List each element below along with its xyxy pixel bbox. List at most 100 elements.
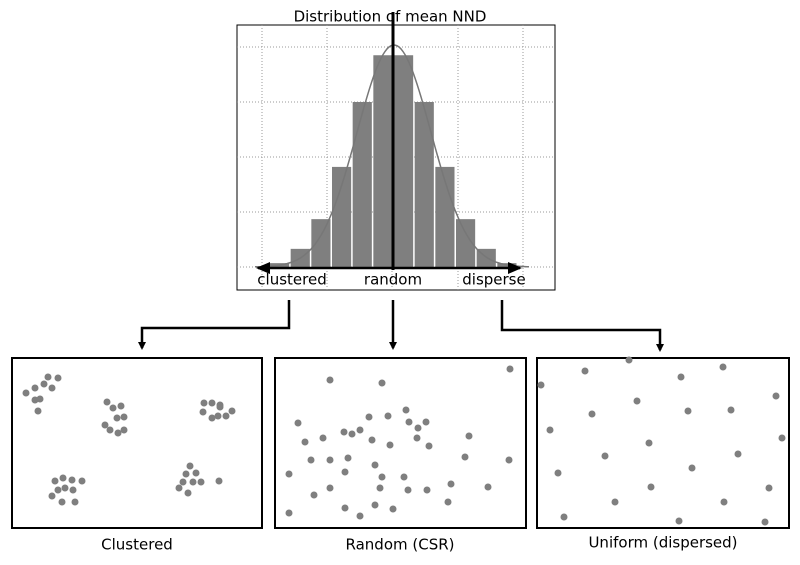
point	[506, 365, 514, 373]
point	[633, 397, 641, 405]
point	[36, 395, 44, 403]
panel	[11, 357, 263, 529]
point	[341, 468, 349, 476]
point	[319, 434, 327, 442]
point	[389, 505, 397, 513]
bar	[373, 55, 393, 267]
point	[484, 483, 492, 491]
point	[386, 441, 394, 449]
point	[423, 486, 431, 494]
connector-arrows	[138, 300, 664, 352]
point	[326, 484, 334, 492]
point	[368, 436, 376, 444]
point	[384, 412, 392, 420]
point	[228, 407, 236, 415]
point	[40, 380, 48, 388]
bar	[456, 219, 476, 267]
point	[294, 419, 302, 427]
point	[78, 477, 86, 485]
point	[189, 478, 197, 486]
point	[54, 374, 62, 382]
point	[425, 442, 433, 450]
point	[625, 356, 633, 364]
point	[54, 486, 62, 494]
axis-label: disperse	[462, 271, 525, 289]
axis-label: clustered	[257, 271, 326, 289]
point	[307, 456, 315, 464]
point	[58, 498, 66, 506]
point	[601, 452, 609, 460]
point	[684, 407, 692, 415]
point	[31, 384, 39, 392]
point	[588, 410, 596, 418]
point	[34, 407, 42, 415]
point	[727, 406, 735, 414]
point	[341, 504, 349, 512]
point	[117, 402, 125, 410]
point	[371, 501, 379, 509]
point	[120, 413, 128, 421]
point	[208, 414, 216, 422]
bar	[352, 102, 372, 267]
point	[505, 456, 513, 464]
point	[215, 477, 223, 485]
point	[378, 379, 386, 387]
point	[214, 412, 222, 420]
histogram-title: Distribution of mean NND	[294, 8, 487, 26]
point	[546, 426, 554, 434]
point	[537, 381, 545, 389]
point	[402, 406, 410, 414]
point	[200, 399, 208, 407]
point	[114, 429, 122, 437]
point	[344, 454, 352, 462]
axis-label: random	[364, 271, 422, 289]
point	[647, 483, 655, 491]
point	[69, 486, 77, 494]
point	[688, 464, 696, 472]
panel-caption: Clustered	[101, 536, 173, 554]
point	[444, 498, 452, 506]
point	[365, 413, 373, 421]
point	[179, 478, 187, 486]
point	[560, 513, 568, 521]
point	[422, 418, 430, 426]
panel	[274, 357, 527, 529]
point	[301, 438, 309, 446]
point	[51, 477, 59, 485]
point	[182, 470, 190, 478]
histogram	[237, 12, 555, 290]
point	[400, 473, 408, 481]
point	[120, 426, 128, 434]
point	[285, 509, 293, 517]
point	[192, 469, 200, 477]
point	[106, 426, 114, 434]
point	[61, 484, 69, 492]
bar	[435, 166, 455, 267]
point	[109, 404, 117, 412]
point	[675, 517, 683, 525]
point	[554, 469, 562, 477]
point	[175, 484, 183, 492]
point	[59, 474, 67, 482]
point	[404, 486, 412, 494]
point	[405, 418, 413, 426]
point	[765, 484, 773, 492]
point	[197, 478, 205, 486]
panel-caption: Uniform (dispersed)	[588, 534, 737, 552]
bar	[394, 55, 414, 267]
point	[208, 399, 216, 407]
point	[772, 392, 780, 400]
point	[285, 470, 293, 478]
point	[581, 367, 589, 375]
point	[199, 408, 207, 416]
point	[48, 384, 56, 392]
point	[719, 363, 727, 371]
point	[310, 491, 318, 499]
panel-caption: Random (CSR)	[346, 536, 455, 554]
point	[677, 373, 685, 381]
panel	[536, 357, 790, 529]
point	[113, 414, 121, 422]
bar	[311, 219, 331, 267]
point	[48, 492, 56, 500]
